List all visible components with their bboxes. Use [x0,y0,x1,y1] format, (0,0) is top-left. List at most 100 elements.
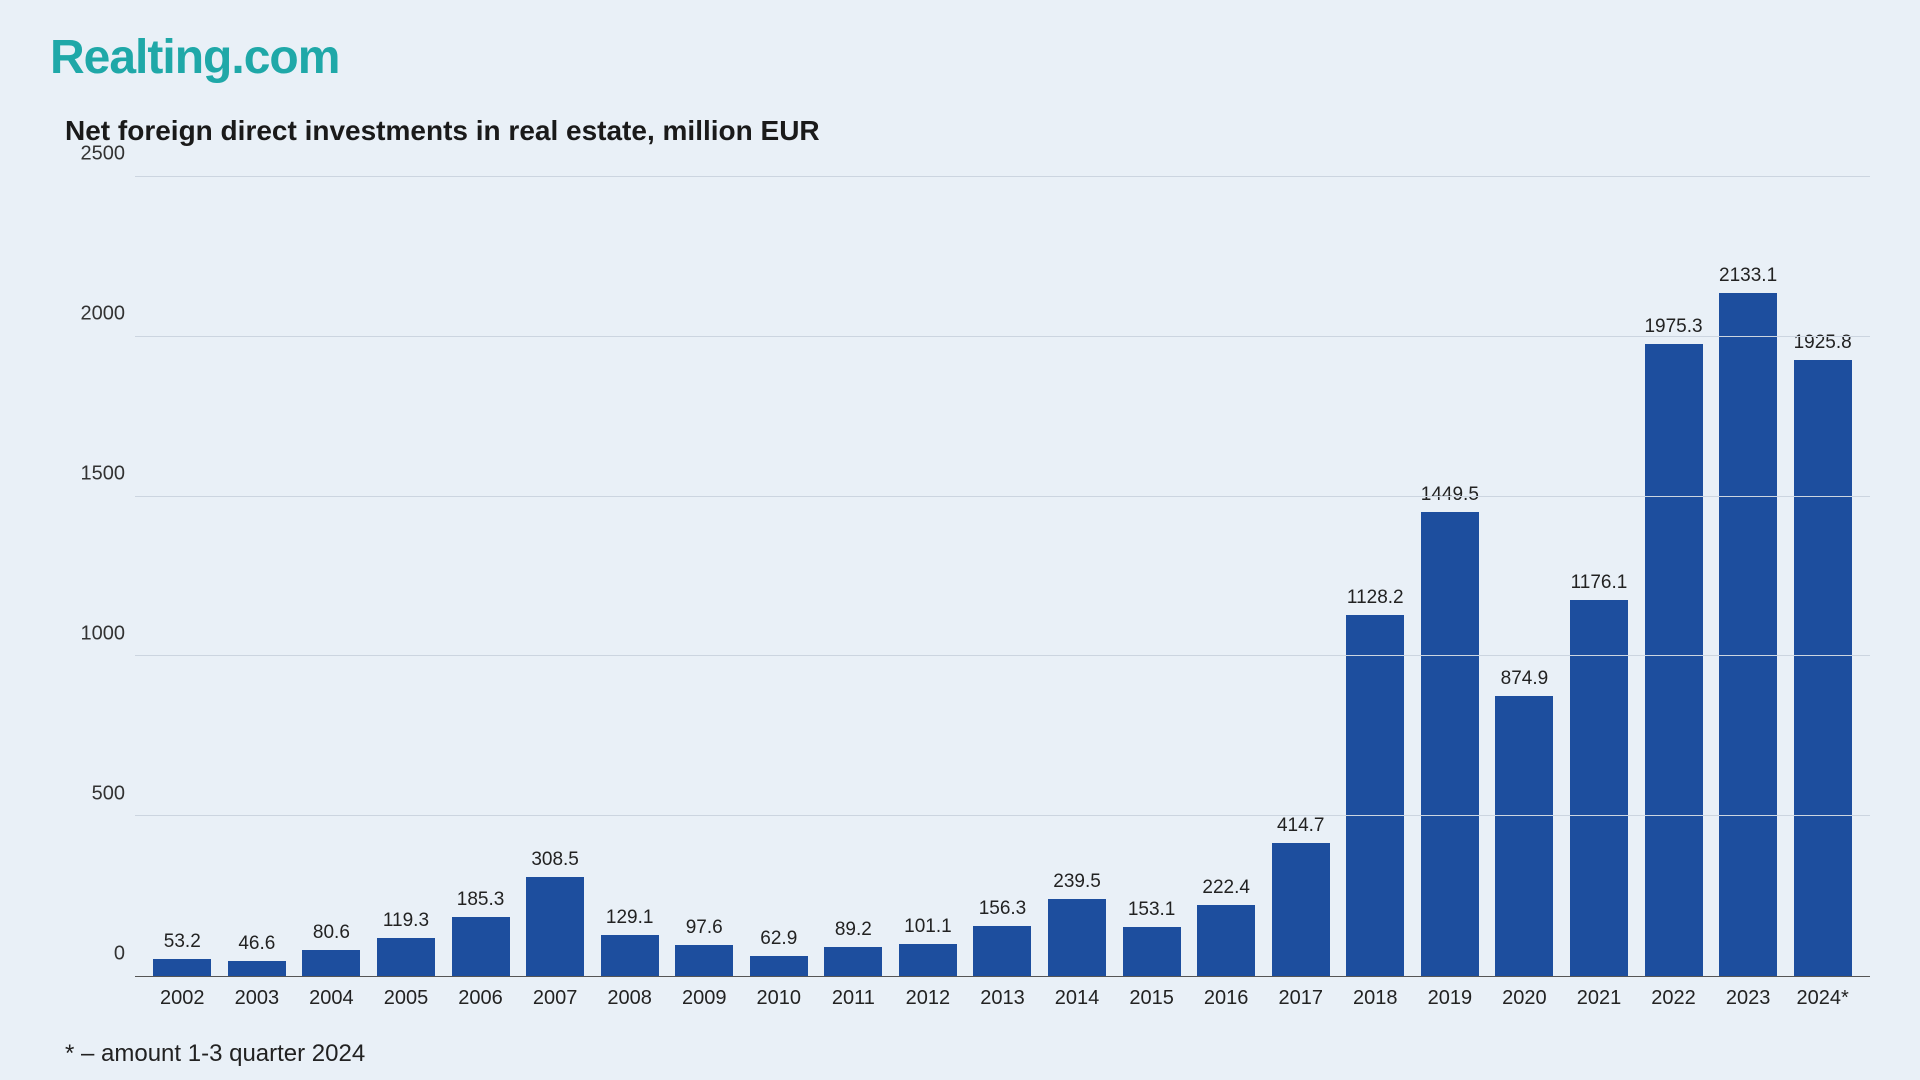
x-tick-label: 2021 [1568,987,1631,1010]
x-tick-label: 2022 [1642,987,1705,1010]
y-tick-label: 2000 [81,303,126,326]
bar-rect [452,917,510,976]
bar-rect [302,950,360,976]
bar-column: 2133.1 [1717,265,1780,976]
bar-column: 1449.5 [1419,484,1482,976]
y-tick-label: 2500 [81,143,126,166]
bar-rect [1048,899,1106,976]
brand-main: Realting [50,31,231,84]
bar-column: 874.9 [1493,668,1556,976]
brand-logo: Realting.com [50,30,1870,85]
grid-line [135,176,1870,177]
bar-value-label: 185.3 [457,889,505,911]
bar-value-label: 2133.1 [1719,265,1777,287]
bar-rect [377,938,435,976]
bar-rect [899,944,957,976]
brand-dot: . [231,31,243,84]
bar-column: 308.5 [524,849,587,976]
bar-value-label: 97.6 [686,917,723,939]
x-tick-label: 2015 [1120,987,1183,1010]
bar-column: 97.6 [673,917,736,976]
bar-rect [153,959,211,976]
bar-column: 89.2 [822,919,885,976]
bar-value-label: 1975.3 [1644,316,1702,338]
x-tick-label: 2012 [897,987,960,1010]
bar-column: 101.1 [897,916,960,976]
bar-rect [601,935,659,976]
bar-rect [750,956,808,976]
grid-line [135,336,1870,337]
bar-rect [675,945,733,976]
bars-container: 53.2 46.6 80.6 119.3 185.3 308.5 129.1 97.6 62.9… [135,177,1870,976]
chart-area: 05001000150020002500 53.246.680.6119.318… [65,177,1870,977]
y-tick-label: 500 [92,783,125,806]
bar-value-label: 874.9 [1501,668,1549,690]
bar-rect [1123,927,1181,976]
bar-rect [1719,293,1777,976]
y-tick-label: 1000 [81,623,126,646]
x-tick-label: 2011 [822,987,885,1010]
bar-column: 239.5 [1046,871,1109,976]
bar-column: 53.2 [151,931,214,976]
bar-value-label: 308.5 [531,849,579,871]
bar-column: 62.9 [748,928,811,976]
bar-value-label: 62.9 [760,928,797,950]
bar-column: 1176.1 [1568,572,1631,976]
x-tick-label: 2013 [971,987,1034,1010]
y-tick-label: 1500 [81,463,126,486]
bar-rect [824,947,882,976]
bar-value-label: 156.3 [979,898,1027,920]
x-tick-label: 2020 [1493,987,1556,1010]
bar-value-label: 53.2 [164,931,201,953]
bar-value-label: 1176.1 [1571,572,1628,594]
bar-column: 1975.3 [1642,316,1705,976]
bar-column: 119.3 [375,910,438,976]
bar-value-label: 119.3 [383,910,429,932]
bar-column: 129.1 [598,907,661,976]
bar-rect [526,877,584,976]
bar-rect [973,926,1031,976]
bar-rect [1794,360,1852,976]
bar-value-label: 46.6 [238,933,275,955]
bar-column: 1925.8 [1791,332,1854,976]
bar-value-label: 101.1 [904,916,952,938]
bar-column: 185.3 [449,889,512,976]
x-tick-label: 2004 [300,987,363,1010]
bar-rect [1272,843,1330,976]
x-tick-label: 2005 [375,987,438,1010]
bar-column: 222.4 [1195,877,1258,976]
bar-value-label: 129.1 [606,907,654,929]
bar-value-label: 80.6 [313,922,350,944]
plot-area: 53.2 46.6 80.6 119.3 185.3 308.5 129.1 97.6 62.9… [135,177,1870,977]
bar-value-label: 1128.2 [1347,587,1404,609]
bar-column: 1128.2 [1344,587,1407,976]
x-tick-label: 2006 [449,987,512,1010]
bar-value-label: 239.5 [1053,871,1101,893]
x-tick-label: 2007 [524,987,587,1010]
bar-column: 156.3 [971,898,1034,976]
x-tick-label: 2016 [1195,987,1258,1010]
x-tick-label: 2010 [748,987,811,1010]
x-tick-label: 2023 [1717,987,1780,1010]
bar-rect [1645,344,1703,976]
bar-rect [1421,512,1479,976]
x-tick-label: 2003 [226,987,289,1010]
y-tick-label: 0 [114,943,125,966]
bar-value-label: 414.7 [1277,815,1325,837]
bar-value-label: 89.2 [835,919,872,941]
x-tick-label: 2019 [1419,987,1482,1010]
x-tick-label: 2008 [598,987,661,1010]
x-tick-label: 2014 [1046,987,1109,1010]
bar-rect [1346,615,1404,976]
bar-column: 414.7 [1269,815,1332,976]
bar-value-label: 153.1 [1128,899,1176,921]
bar-column: 80.6 [300,922,363,976]
y-axis: 05001000150020002500 [65,177,135,977]
chart-footnote: * – amount 1-3 quarter 2024 [65,1040,1870,1068]
brand-tld: com [244,31,340,84]
x-tick-label: 2002 [151,987,214,1010]
bar-column: 153.1 [1120,899,1183,976]
bar-rect [1197,905,1255,976]
x-tick-label: 2024* [1791,987,1854,1010]
bar-column: 46.6 [226,933,289,976]
